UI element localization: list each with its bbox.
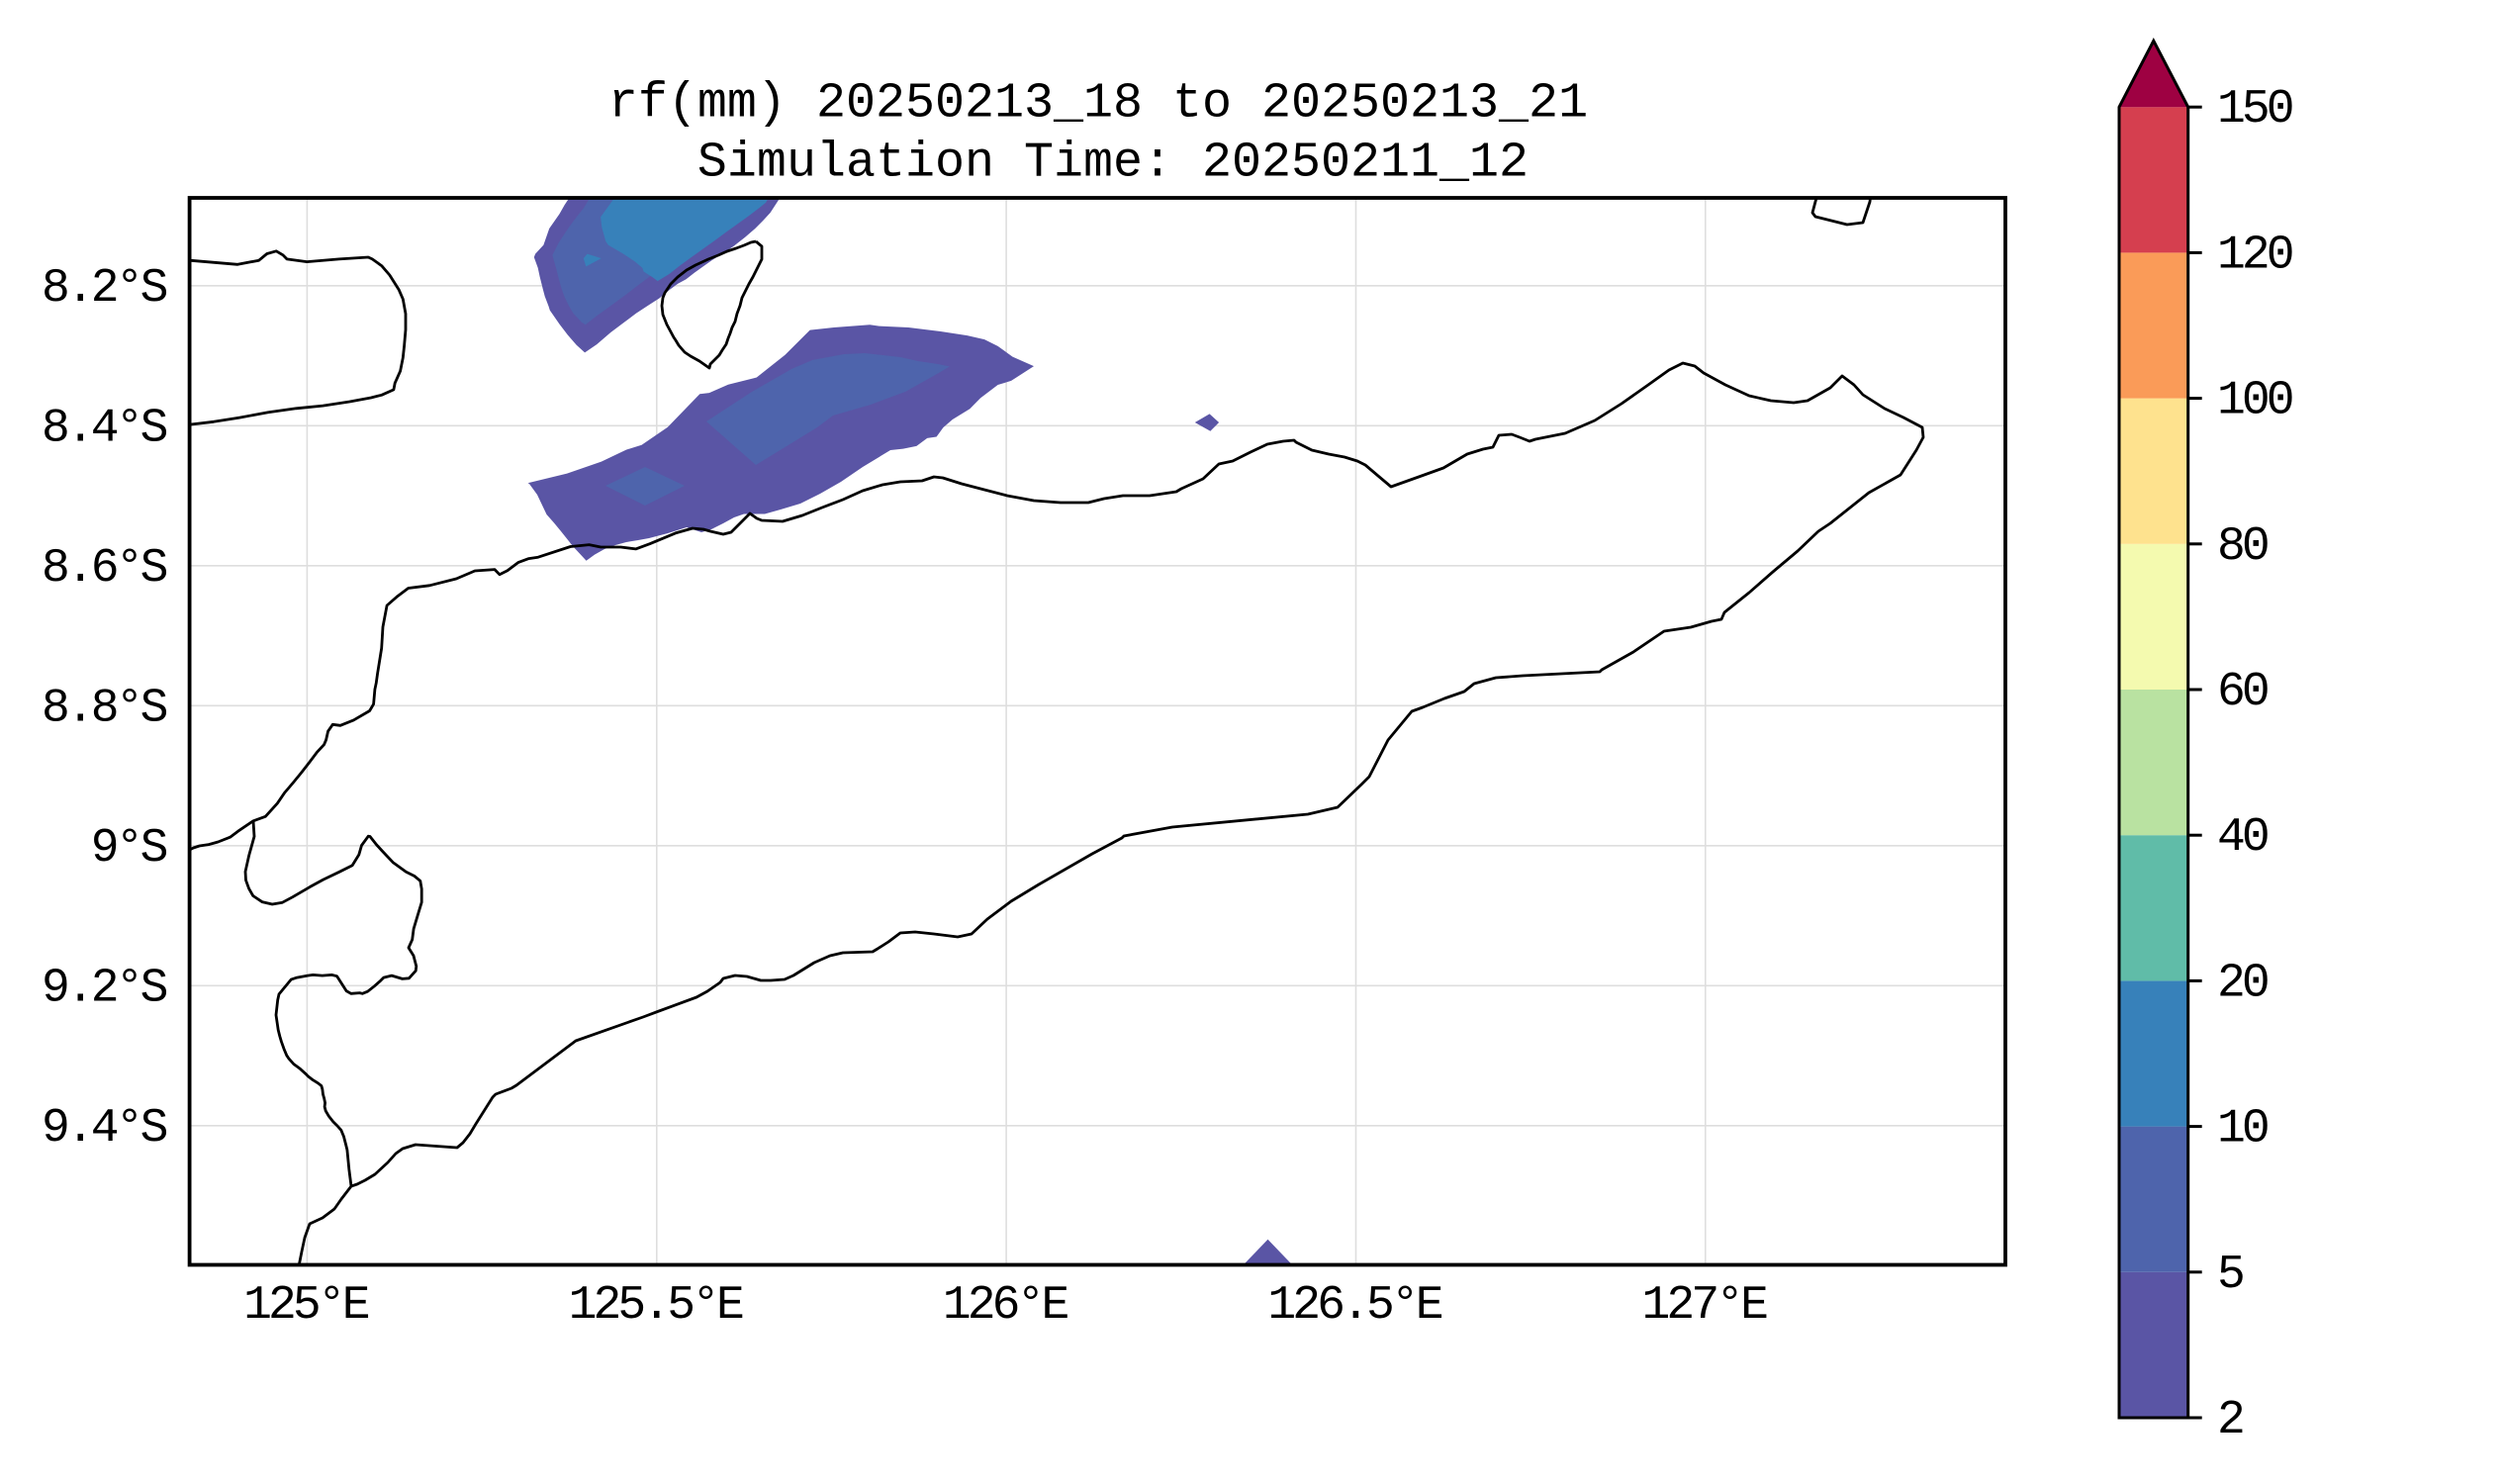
svg-text:Simulation Time: 20250211_12: Simulation Time: 20250211_12 [668, 136, 1529, 192]
svg-text:40: 40 [2217, 811, 2268, 865]
svg-text:20: 20 [2217, 957, 2268, 1010]
svg-text:2: 2 [2217, 1394, 2243, 1447]
svg-text:150: 150 [2217, 83, 2292, 137]
svg-text:125°E: 125°E [243, 1279, 369, 1333]
svg-text:9.2°S: 9.2°S [42, 962, 167, 1015]
svg-text:80: 80 [2217, 520, 2268, 574]
svg-text:60: 60 [2217, 666, 2268, 719]
svg-text:8.4°S: 8.4°S [42, 402, 167, 455]
svg-text:5: 5 [2217, 1249, 2243, 1302]
svg-text:rf(mm) 20250213_18 to 20250213: rf(mm) 20250213_18 to 20250213_21 [608, 76, 1588, 133]
svg-text:8.6°S: 8.6°S [42, 542, 167, 596]
svg-text:8.2°S: 8.2°S [42, 262, 167, 316]
svg-text:9.4°S: 9.4°S [42, 1102, 167, 1156]
svg-text:8.8°S: 8.8°S [42, 682, 167, 735]
svg-text:9°S: 9°S [91, 822, 167, 876]
svg-text:126°E: 126°E [943, 1279, 1068, 1333]
svg-text:125.5°E: 125.5°E [569, 1279, 743, 1333]
svg-text:120: 120 [2217, 229, 2292, 282]
svg-text:10: 10 [2217, 1103, 2268, 1157]
svg-text:127°E: 127°E [1642, 1279, 1768, 1333]
svg-text:100: 100 [2217, 375, 2292, 428]
svg-text:126.5°E: 126.5°E [1267, 1279, 1441, 1333]
